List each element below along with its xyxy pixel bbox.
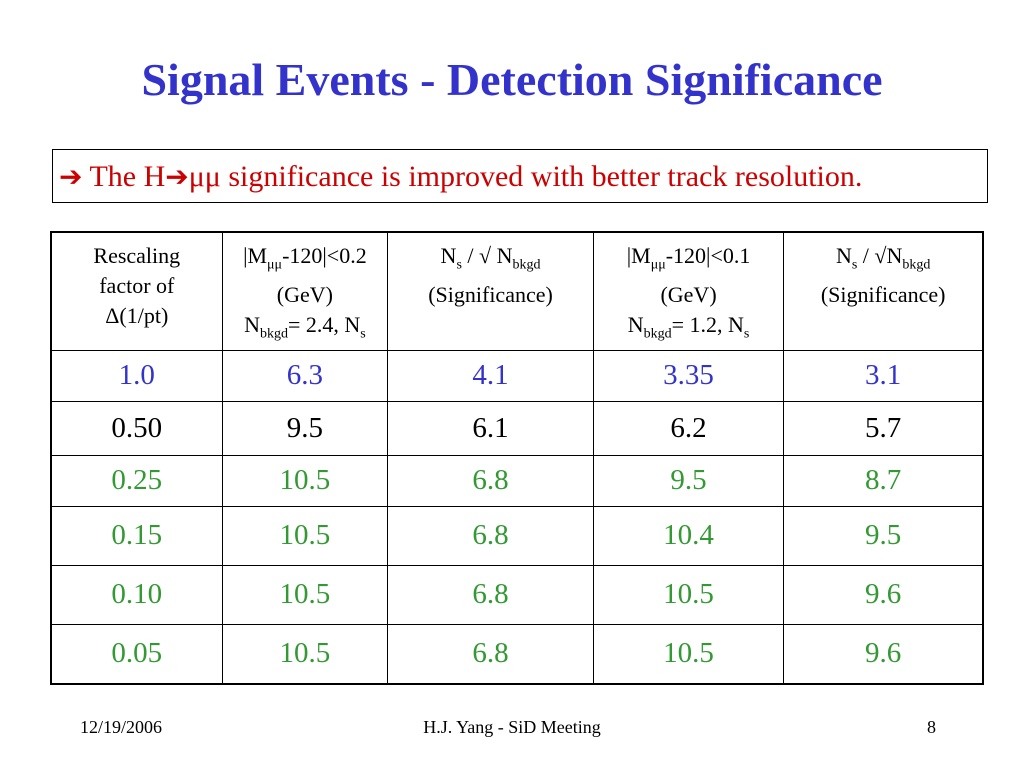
header-mass-window-01: |Mμμ-120|<0.1 (GeV) Nbkgd= 1.2, Ns xyxy=(592,231,785,351)
table-cell: 4.1 xyxy=(387,349,594,402)
header-rescaling-line3: Δ(1/pt) xyxy=(105,303,169,328)
significance-table: Rescaling factor of Δ(1/pt) |Mμμ-120|<0.… xyxy=(50,231,984,685)
slide-title: Signal Events - Detection Significance xyxy=(141,54,883,105)
table-cell: 9.6 xyxy=(783,564,984,625)
table-cell: 0.05 xyxy=(50,623,223,685)
table-cell: 6.1 xyxy=(387,400,594,456)
table-cell: 8.7 xyxy=(783,454,984,507)
table-cell: 0.10 xyxy=(50,564,223,625)
table-cell: 10.5 xyxy=(221,623,389,685)
header-mass-window-01-line2: (GeV) xyxy=(660,282,717,308)
header-mass-window-02-line3: Nbkgd= 2.4, Ns xyxy=(244,312,366,342)
table-cell: 9.5 xyxy=(221,400,389,456)
footer-date: 12/19/2006 xyxy=(80,717,163,737)
table-cell: 5.7 xyxy=(783,400,984,456)
table-cell: 0.15 xyxy=(50,505,223,566)
table-cell: 1.0 xyxy=(50,349,223,402)
table-cell: 10.5 xyxy=(221,505,389,566)
header-significance-2-line1: Ns / √Nbkgd xyxy=(835,243,931,273)
page-number: 8 xyxy=(927,717,936,737)
table-cell: 6.8 xyxy=(387,454,594,507)
header-rescaling-line2: factor of xyxy=(99,273,175,298)
table-cell: 6.8 xyxy=(387,505,594,566)
header-significance-1-line1: Ns / √ Nbkgd xyxy=(440,243,541,273)
table-cell: 6.3 xyxy=(221,349,389,402)
header-mass-window-02-line2: (GeV) xyxy=(276,282,333,308)
table-cell: 0.50 xyxy=(50,400,223,456)
table-header-row: Rescaling factor of Δ(1/pt) |Mμμ-120|<0.… xyxy=(50,231,984,351)
header-mass-window-01-line3: Nbkgd= 1.2, Ns xyxy=(627,312,750,342)
table-row: 1.0 6.3 4.1 3.35 3.1 xyxy=(50,349,984,402)
header-mass-window-01-line1: |Mμμ-120|<0.1 xyxy=(626,243,751,273)
table-cell: 9.5 xyxy=(592,454,785,507)
table-row: 0.15 10.5 6.8 10.4 9.5 xyxy=(50,505,984,566)
footer-presenter: H.J. Yang - SiD Meeting xyxy=(423,717,601,737)
table-cell: 10.4 xyxy=(592,505,785,566)
table-cell: 3.35 xyxy=(592,349,785,402)
table-cell: 9.6 xyxy=(783,623,984,685)
note-box: ➔ The H➔μμ significance is improved with… xyxy=(52,149,988,203)
table-row: 0.50 9.5 6.1 6.2 5.7 xyxy=(50,400,984,456)
table-row: 0.25 10.5 6.8 9.5 8.7 xyxy=(50,454,984,507)
table-cell: 10.5 xyxy=(592,564,785,625)
note-text-suffix: μμ significance is improved with better … xyxy=(188,160,863,193)
header-significance-2: Ns / √Nbkgd (Significance) xyxy=(783,231,984,351)
table-cell: 10.5 xyxy=(221,564,389,625)
table-row: 0.10 10.5 6.8 10.5 9.6 xyxy=(50,564,984,625)
header-rescaling-line1: Rescaling xyxy=(93,243,181,268)
header-rescaling: Rescaling factor of Δ(1/pt) xyxy=(50,231,223,351)
note-text-prefix: The H xyxy=(89,160,166,193)
arrow-right-icon-2: ➔ xyxy=(165,162,189,193)
table-cell: 10.5 xyxy=(221,454,389,507)
header-mass-window-02-line1: |Mμμ-120|<0.2 xyxy=(243,243,367,273)
table-row: 0.05 10.5 6.8 10.5 9.6 xyxy=(50,623,984,685)
header-significance-1: Ns / √ Nbkgd (Significance) xyxy=(387,231,594,351)
table-cell: 6.8 xyxy=(387,564,594,625)
table-cell: 6.2 xyxy=(592,400,785,456)
arrow-right-icon: ➔ xyxy=(59,162,83,193)
table-cell: 9.5 xyxy=(783,505,984,566)
table-cell: 0.25 xyxy=(50,454,223,507)
table-cell: 6.8 xyxy=(387,623,594,685)
table-cell: 3.1 xyxy=(783,349,984,402)
header-mass-window-02: |Mμμ-120|<0.2 (GeV) Nbkgd= 2.4, Ns xyxy=(221,231,389,351)
header-significance-2-line2: (Significance) xyxy=(820,282,946,308)
table-cell: 10.5 xyxy=(592,623,785,685)
header-significance-1-line2: (Significance) xyxy=(428,282,553,308)
